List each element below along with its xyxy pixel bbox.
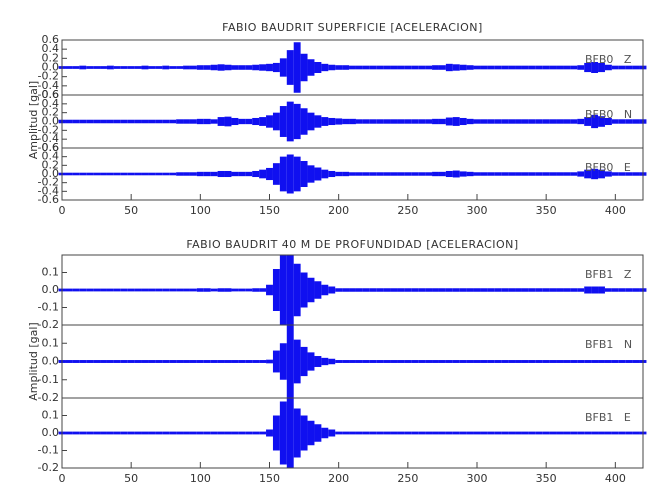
x-tick-label: 0 <box>59 472 66 485</box>
y-tick-label: 0.0 <box>42 426 60 439</box>
panel-frame <box>61 397 644 469</box>
y-tick-label: -0.4 <box>38 184 59 197</box>
chart-title: FABIO BAUDRIT SUPERFICIE [ACELERACION] <box>222 21 483 34</box>
trace-label: BFB0 Z <box>585 53 632 66</box>
panel-frame <box>61 147 644 201</box>
x-tick-label: 350 <box>536 204 557 217</box>
y-tick-label: -0.2 <box>38 318 59 331</box>
x-tick-label: 50 <box>124 472 138 485</box>
y-tick-label: 0.0 <box>42 61 60 74</box>
y-tick-label: -0.2 <box>38 391 59 404</box>
trace-label: BFB1 Z <box>585 268 632 281</box>
chart-title: FABIO BAUDRIT 40 M DE PROFUNDIDAD [ACELE… <box>186 238 518 251</box>
x-tick-label: 250 <box>397 204 418 217</box>
y-tick-label: 0.6 <box>42 141 60 154</box>
trace-label: BFB0 E <box>585 161 631 174</box>
y-axis-label: Amplitud [gal] <box>27 81 40 159</box>
y-tick-label: 0.4 <box>42 97 60 110</box>
x-tick-label: 50 <box>124 204 138 217</box>
y-tick-label: -0.2 <box>38 70 59 83</box>
x-tick-label: 150 <box>259 204 280 217</box>
y-tick-label: 0.1 <box>42 266 60 279</box>
y-tick-label: 0.1 <box>42 336 60 349</box>
y-tick-label: -0.2 <box>38 176 59 189</box>
x-tick-label: 400 <box>605 204 626 217</box>
x-tick-label: 300 <box>467 204 488 217</box>
x-tick-label: 200 <box>328 204 349 217</box>
trace-label: BFB1 E <box>585 411 631 424</box>
y-tick-label: -0.4 <box>38 79 59 92</box>
x-tick-label: 400 <box>605 472 626 485</box>
x-tick-label: 150 <box>259 472 280 485</box>
y-tick-label: 0.2 <box>42 158 60 171</box>
y-tick-label: 0.0 <box>42 167 60 180</box>
trace-label: BFB0 N <box>585 108 632 121</box>
y-tick-label: 0.0 <box>42 355 60 368</box>
x-tick-label: 0 <box>59 204 66 217</box>
x-tick-label: 250 <box>397 472 418 485</box>
y-tick-label: 0.0 <box>42 115 60 128</box>
y-tick-label: -0.6 <box>38 141 59 154</box>
y-tick-label: -0.1 <box>38 301 59 314</box>
y-tick-label: 0.2 <box>42 106 60 119</box>
y-tick-label: 0.1 <box>42 409 60 422</box>
y-tick-label: -0.1 <box>38 444 59 457</box>
y-tick-label: 0.0 <box>42 283 60 296</box>
y-tick-label: -0.6 <box>38 88 59 101</box>
y-tick-label: -0.4 <box>38 132 59 145</box>
y-tick-label: -0.6 <box>38 193 59 206</box>
y-tick-label: 0.2 <box>42 51 60 64</box>
x-tick-label: 350 <box>536 472 557 485</box>
y-axis-label: Amplitud [gal] <box>27 322 40 400</box>
y-tick-label: 0.4 <box>42 150 60 163</box>
y-tick-label: -0.2 <box>38 123 59 136</box>
y-tick-label: 0.6 <box>42 88 60 101</box>
x-tick-label: 300 <box>467 472 488 485</box>
trace-label: BFB1 N <box>585 338 632 351</box>
y-tick-label: -0.2 <box>38 461 59 474</box>
x-tick-label: 200 <box>328 472 349 485</box>
x-tick-label: 100 <box>190 472 211 485</box>
y-tick-label: 0.4 <box>42 42 60 55</box>
y-tick-label: -0.1 <box>38 373 59 386</box>
x-tick-label: 100 <box>190 204 211 217</box>
y-tick-label: 0.6 <box>42 33 60 46</box>
